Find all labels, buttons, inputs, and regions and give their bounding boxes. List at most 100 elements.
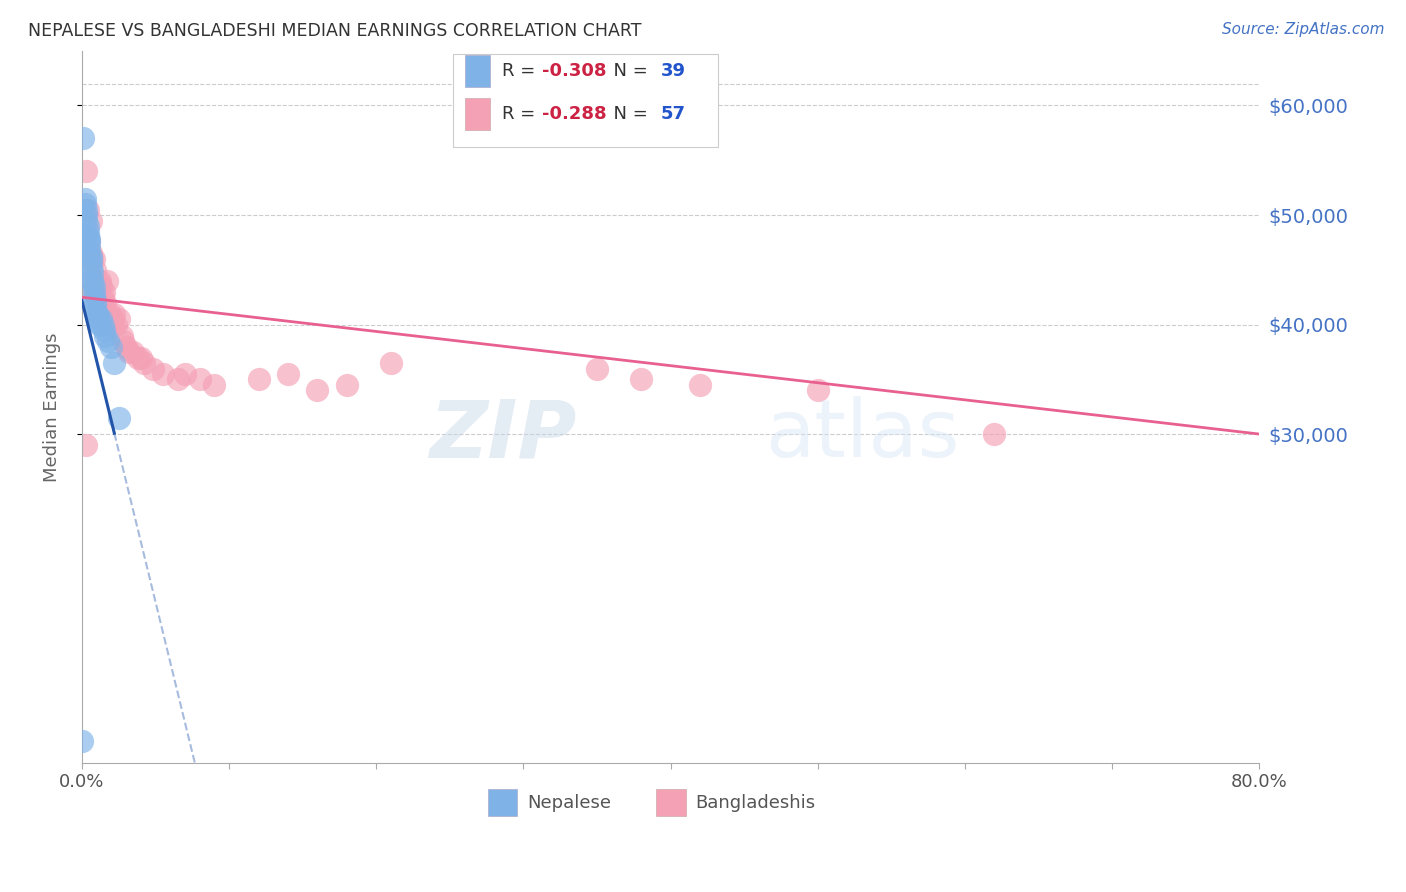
FancyBboxPatch shape (453, 54, 717, 147)
Point (132, 356, 155, 370)
Point (100, 318, 122, 332)
Point (142, 361, 165, 376)
Point (91, 290, 114, 304)
Point (689, 378, 711, 392)
Point (75, 438, 97, 452)
Point (87, 316, 110, 330)
Point (103, 307, 125, 321)
Point (90, 312, 112, 326)
Point (80, 250, 103, 264)
Text: atlas: atlas (765, 396, 959, 475)
Point (83, 279, 105, 293)
Point (79, 246, 101, 260)
Point (83, 290, 105, 304)
Point (87, 309, 110, 323)
Point (127, 351, 149, 365)
Point (166, 372, 188, 386)
Point (76, 219, 98, 233)
Text: N =: N = (602, 62, 654, 79)
Point (80, 213, 103, 227)
Point (75, 202, 97, 217)
Text: 57: 57 (661, 105, 686, 123)
Point (82, 271, 104, 285)
Point (97, 334, 120, 348)
Point (129, 351, 152, 365)
Text: 39: 39 (661, 62, 686, 79)
Point (82, 274, 104, 288)
Point (82, 265, 104, 279)
Point (75, 164, 97, 178)
Text: Nepalese: Nepalese (527, 794, 612, 812)
Point (84, 293, 107, 308)
Point (107, 312, 129, 326)
Text: NEPALESE VS BANGLADESHI MEDIAN EARNINGS CORRELATION CHART: NEPALESE VS BANGLADESHI MEDIAN EARNINGS … (28, 22, 641, 40)
Point (86, 307, 108, 321)
Text: Bangladeshis: Bangladeshis (695, 794, 815, 812)
Point (73, 197, 96, 211)
Point (118, 345, 141, 359)
Point (983, 427, 1005, 442)
Point (90, 279, 112, 293)
Point (336, 378, 359, 392)
FancyBboxPatch shape (464, 54, 491, 87)
Point (86, 290, 108, 304)
Text: Source: ZipAtlas.com: Source: ZipAtlas.com (1222, 22, 1385, 37)
Point (112, 334, 135, 348)
Point (98, 307, 121, 321)
Text: ZIP: ZIP (429, 396, 576, 475)
Point (115, 340, 138, 354)
Point (86, 312, 108, 326)
Point (93, 323, 115, 337)
Point (75, 208, 97, 222)
Point (122, 345, 145, 359)
Point (586, 361, 609, 376)
Point (79, 235, 101, 250)
Point (94, 295, 117, 310)
Point (70, 734, 93, 748)
Point (75, 213, 97, 227)
Point (100, 340, 122, 354)
Point (103, 356, 125, 370)
Point (84, 304, 107, 318)
Point (73, 192, 96, 206)
Point (82, 252, 104, 266)
Point (101, 312, 124, 326)
FancyBboxPatch shape (464, 98, 491, 130)
Point (86, 274, 108, 288)
Point (247, 372, 270, 386)
FancyBboxPatch shape (488, 789, 517, 816)
Point (380, 356, 402, 370)
Point (93, 307, 115, 321)
Point (93, 285, 115, 299)
Point (307, 384, 329, 398)
Point (174, 367, 197, 381)
Point (630, 372, 652, 386)
Point (80, 254, 103, 268)
Point (83, 285, 105, 299)
Text: N =: N = (602, 105, 654, 123)
Point (79, 235, 101, 250)
Point (277, 367, 299, 381)
Text: -0.288: -0.288 (543, 105, 607, 123)
Point (188, 372, 211, 386)
Point (107, 410, 129, 425)
Point (89, 318, 111, 332)
Point (83, 252, 105, 266)
Point (80, 260, 103, 275)
Y-axis label: Median Earnings: Median Earnings (44, 332, 60, 482)
Point (94, 328, 117, 343)
Point (111, 328, 134, 343)
Point (152, 367, 174, 381)
Point (84, 298, 107, 312)
Point (96, 274, 118, 288)
FancyBboxPatch shape (657, 789, 686, 816)
Point (72, 131, 94, 145)
Point (84, 263, 107, 277)
Point (83, 285, 105, 299)
Point (79, 241, 101, 255)
Point (76, 202, 98, 217)
Point (89, 274, 111, 288)
Point (84, 279, 107, 293)
Point (104, 318, 127, 332)
Point (76, 230, 98, 244)
